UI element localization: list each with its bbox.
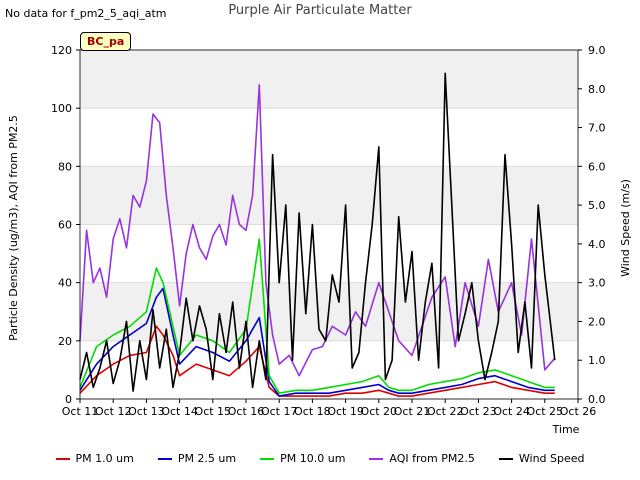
- shaded-band: [80, 50, 578, 109]
- y2-axis-label: Wind Speed (m/s): [619, 179, 632, 277]
- no-data-note: No data for f_pm2_5_aqi_atm: [5, 7, 167, 20]
- legend-label: PM 1.0 um: [75, 452, 134, 465]
- x-tick-label: Oct 18: [294, 405, 331, 418]
- legend-label: PM 2.5 um: [177, 452, 237, 465]
- legend-swatch: [260, 457, 275, 460]
- legend-item: AQI from PM2.5: [369, 452, 475, 465]
- shaded-band: [80, 166, 578, 225]
- y2-tick-label: 1.0: [588, 354, 606, 367]
- x-tick-label: Oct 13: [128, 405, 165, 418]
- y2-tick-label: 9.0: [588, 44, 606, 57]
- y2-tick-label: 3.0: [588, 277, 606, 290]
- y2-tick-label: 6.0: [588, 160, 606, 173]
- y-tick-label: 0: [65, 393, 72, 406]
- x-tick-label: Oct 24: [493, 405, 530, 418]
- x-tick-label: Oct 12: [95, 405, 132, 418]
- legend-label: AQI from PM2.5: [389, 452, 475, 465]
- x-tick-label: Oct 16: [228, 405, 265, 418]
- series-line: [79, 287, 555, 397]
- y2-tick-label: 5.0: [588, 199, 606, 212]
- x-tick-label: Oct 17: [261, 405, 298, 418]
- y2-tick-label: 4.0: [588, 238, 606, 251]
- y2-tick-label: 8.0: [588, 83, 606, 96]
- chart-title: Purple Air Particulate Matter: [228, 3, 412, 18]
- legend-item: PM 10.0 um: [260, 452, 345, 465]
- x-tick-label: Oct 22: [427, 405, 464, 418]
- x-tick-label: Oct 23: [460, 405, 497, 418]
- y-tick-label: 20: [58, 335, 72, 348]
- series-line: [79, 238, 555, 395]
- x-tick-label: Oct 14: [161, 405, 198, 418]
- y-axis-label: Particle Density (ug/m3), AQI from PM2.5: [7, 115, 20, 341]
- legend-item: PM 1.0 um: [55, 452, 134, 465]
- legend-item: PM 2.5 um: [157, 452, 237, 465]
- y2-tick-label: 7.0: [588, 122, 606, 135]
- y-tick-label: 60: [58, 219, 72, 232]
- legend-swatch: [369, 457, 384, 460]
- x-axis-label: Time: [552, 423, 580, 436]
- legend-item: Wind Speed: [498, 452, 585, 465]
- x-tick-label: Oct 21: [394, 405, 431, 418]
- x-tick-label: Oct 25: [527, 405, 564, 418]
- series-line: [79, 325, 555, 397]
- x-tick-label: Oct 15: [195, 405, 232, 418]
- x-tick-label: Oct 26: [560, 405, 597, 418]
- y2-tick-label: 2.0: [588, 315, 606, 328]
- y-tick-label: 40: [58, 277, 72, 290]
- legend-swatch: [498, 457, 513, 460]
- series-line: [79, 72, 556, 393]
- legend: PM 1.0 um PM 2.5 um PM 10.0 um AQI from PM2…: [0, 452, 640, 465]
- legend-label: PM 10.0 um: [280, 452, 346, 465]
- x-tick-label: Oct 20: [361, 405, 398, 418]
- series-line: [79, 84, 556, 377]
- y2-tick-label: 0.0: [588, 393, 606, 406]
- site-badge: BC_pa: [80, 32, 132, 51]
- x-tick-label: Oct 11: [62, 405, 99, 418]
- legend-swatch: [157, 457, 172, 460]
- x-tick-label: Oct 19: [327, 405, 364, 418]
- y-tick-label: 120: [51, 44, 72, 57]
- legend-label: Wind Speed: [518, 452, 585, 465]
- y-tick-label: 100: [51, 102, 72, 115]
- legend-swatch: [55, 457, 70, 460]
- y-tick-label: 80: [58, 160, 72, 173]
